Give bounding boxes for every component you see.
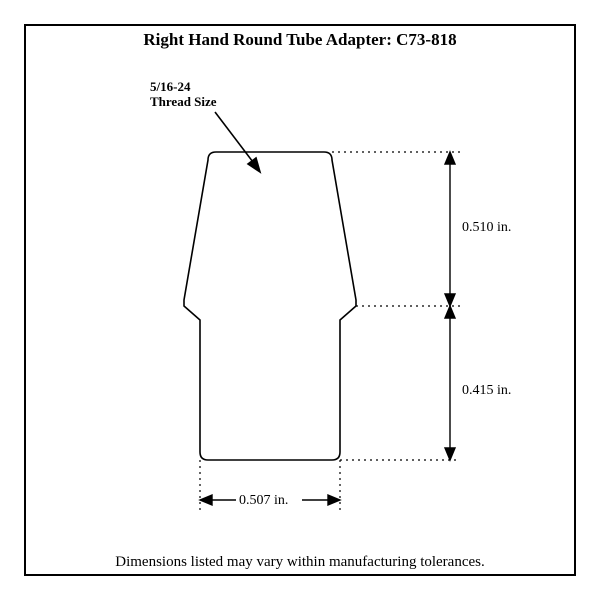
extension-lines-bottom xyxy=(200,460,340,512)
arrowhead-up-top xyxy=(445,152,455,164)
arrowhead-right xyxy=(328,495,340,505)
arrowhead-up-mid xyxy=(445,306,455,318)
dim-width xyxy=(200,495,340,505)
arrowhead-down-bottom xyxy=(445,448,455,460)
part-outline xyxy=(184,152,356,460)
arrowhead-left xyxy=(200,495,212,505)
drawing-svg xyxy=(0,0,600,600)
